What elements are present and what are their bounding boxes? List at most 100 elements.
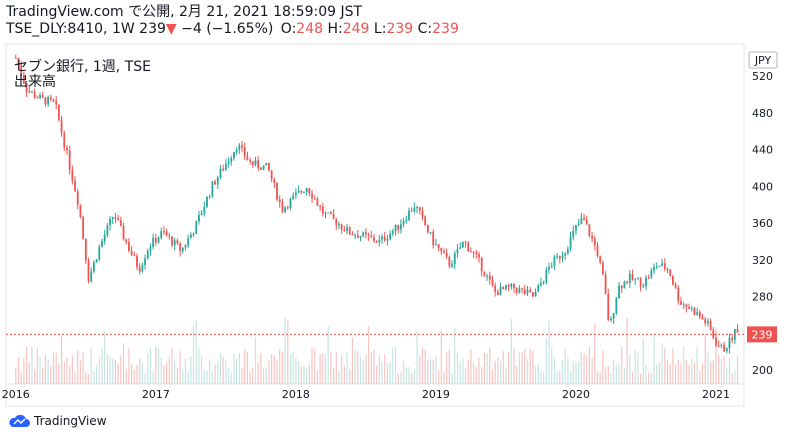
time-axis[interactable]: 2016 2017 2018 2019 2020 2021 [2, 388, 730, 401]
candle-body [168, 235, 171, 237]
volume-bar [125, 368, 127, 384]
candle-body [432, 232, 435, 245]
volume-bar [198, 348, 200, 384]
candle-body [693, 307, 696, 315]
candle-body [157, 237, 160, 243]
candle-body [214, 181, 216, 185]
volume-bar [518, 352, 521, 384]
volume-bar [163, 364, 165, 384]
volume-bar [117, 363, 119, 384]
volume-bar [236, 358, 238, 384]
volume-bar [351, 337, 354, 384]
volume-bar [268, 360, 270, 384]
volume-bar [265, 367, 267, 384]
candle-body [591, 236, 594, 239]
volume-bar [602, 350, 604, 384]
volume-bar [141, 363, 143, 384]
candle-body [300, 190, 303, 193]
candle-body [577, 223, 580, 226]
last-price-tag: 239 [747, 326, 777, 343]
volume-bar [63, 361, 65, 384]
volume-bar [303, 366, 305, 384]
candle-body [518, 288, 521, 293]
volume-bar [227, 368, 230, 384]
high-label: H: [327, 21, 343, 37]
volume-bar [322, 352, 324, 384]
candle-body [22, 75, 25, 84]
candle-body [362, 232, 365, 237]
volume-bar [486, 353, 488, 384]
volume-bar [238, 352, 240, 384]
candle-body [184, 245, 187, 248]
volume-bar [613, 359, 615, 384]
volume-bar [664, 347, 666, 384]
candle-body [79, 204, 82, 217]
volume-bar [639, 373, 642, 384]
candle-body [669, 269, 672, 277]
candle-body [343, 229, 346, 232]
candle-body [550, 265, 553, 268]
volume-bar [147, 353, 149, 384]
candle-body [526, 289, 529, 294]
candle-body [448, 256, 451, 267]
volume-bar [578, 361, 580, 384]
candle-body [276, 183, 278, 200]
candle-body [313, 198, 316, 200]
candle-body [270, 170, 273, 180]
volume-bar [292, 351, 294, 384]
candle-body [324, 213, 327, 215]
candle-body [329, 212, 332, 215]
volume-bar [120, 355, 122, 384]
candle-body [25, 83, 28, 92]
volume-bar [623, 368, 626, 384]
y-tick-label: 200 [752, 364, 773, 377]
candle-body [378, 239, 381, 243]
currency-badge[interactable]: JPY [748, 51, 778, 69]
candle-body [631, 274, 634, 280]
volume-bar [416, 330, 418, 384]
volume-bar [319, 354, 321, 384]
candle-body [152, 237, 155, 248]
volume-bar [182, 369, 184, 384]
candle-body [93, 261, 95, 272]
candle-body [52, 99, 55, 102]
candle-body [386, 239, 389, 241]
candle-body [246, 156, 249, 160]
volume-bar [168, 356, 170, 384]
candle-body [725, 348, 728, 352]
volume-bar [718, 354, 720, 384]
volume-bar [90, 347, 92, 384]
tradingview-brand[interactable]: TradingView [34, 414, 107, 428]
volume-bar [454, 327, 456, 384]
volume-bar [661, 343, 663, 384]
candle-body [720, 344, 723, 346]
volume-bar [588, 346, 591, 384]
volume-bar [47, 360, 49, 384]
volume-bar [451, 373, 453, 384]
volume-bar [244, 349, 246, 384]
volume-bar [586, 356, 588, 384]
candle-body [607, 293, 610, 320]
volume-bar [52, 352, 55, 384]
volume-bar [332, 368, 335, 384]
volume-bar [674, 364, 677, 384]
volume-bar [526, 358, 529, 384]
volume-bar [693, 362, 696, 384]
footer[interactable]: TradingView [8, 414, 107, 428]
candle-body [663, 263, 666, 270]
candle-body [626, 281, 629, 283]
candle-body [502, 286, 505, 290]
candle-body [284, 207, 287, 212]
volume-bar [209, 359, 211, 384]
volume-bar [273, 355, 275, 384]
candle-body [618, 285, 620, 299]
candle-body [426, 225, 429, 233]
volume-bar [583, 353, 585, 384]
candle-body [472, 252, 475, 254]
volume-bar [106, 354, 108, 384]
candle-body [103, 235, 106, 241]
candle-body [612, 312, 615, 319]
volume-bar [704, 334, 706, 384]
volume-bar [653, 333, 655, 384]
